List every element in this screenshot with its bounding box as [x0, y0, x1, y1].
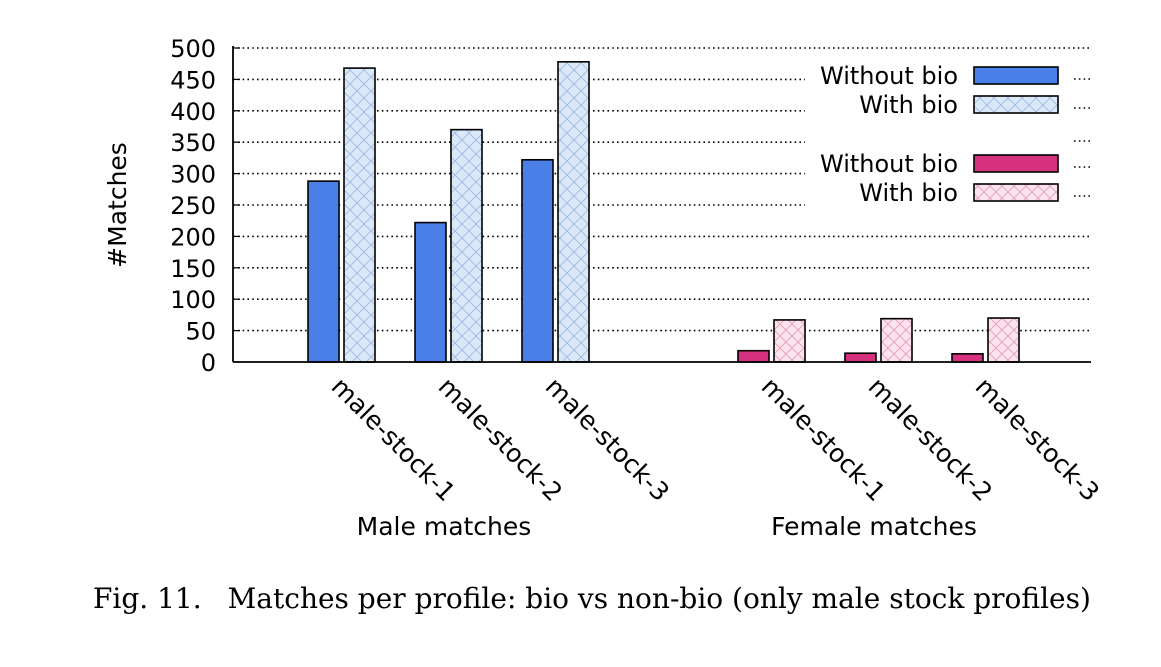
legend-label: Without bio — [820, 62, 958, 90]
bar-without-bio — [521, 158, 554, 363]
bar-with-bio — [343, 67, 376, 363]
y-tick-label: 250 — [170, 192, 216, 220]
bar-with-bio — [773, 319, 806, 363]
legend-label: With bio — [859, 91, 958, 119]
y-tick-label: 200 — [170, 223, 216, 251]
group-labels: Male matches Female matches — [357, 512, 977, 541]
y-axis-ticks: 0 50 100 150 200 250 300 350 400 450 500 — [170, 35, 240, 377]
bars — [307, 61, 1020, 363]
legend-label: With bio — [859, 179, 958, 207]
axes — [232, 46, 1091, 363]
figure-caption: Fig. 11. Matches per profile: bio vs non-… — [93, 582, 1133, 615]
legend-swatch — [973, 66, 1059, 85]
y-tick-label: 150 — [170, 255, 216, 283]
legend-swatch — [973, 183, 1059, 202]
bar-with-bio — [987, 317, 1020, 363]
y-tick-label: 350 — [170, 129, 216, 157]
bar-without-bio — [414, 221, 447, 363]
legend-label: Without bio — [820, 150, 958, 178]
bar-chart: 0 50 100 150 200 250 300 350 400 450 500 male-stoc… — [103, 35, 1105, 541]
bar-without-bio — [844, 352, 877, 363]
bar-with-bio — [557, 61, 590, 363]
group-label: Female matches — [771, 512, 977, 541]
y-tick-label: 0 — [201, 349, 216, 377]
y-tick-label: 400 — [170, 98, 216, 126]
bar-without-bio — [307, 180, 340, 363]
bar-with-bio — [450, 128, 483, 363]
legend-swatch — [973, 154, 1059, 173]
caption-text: Matches per profile: bio vs non-bio (onl… — [227, 582, 1091, 615]
bar-without-bio — [737, 349, 770, 363]
y-axis-label: #Matches — [103, 142, 132, 268]
group-label: Male matches — [357, 512, 532, 541]
caption-label: Fig. 11. — [93, 582, 202, 615]
y-tick-label: 50 — [185, 318, 216, 346]
bar-without-bio — [951, 353, 984, 363]
y-tick-label: 500 — [170, 35, 216, 63]
bar-with-bio — [880, 317, 913, 363]
y-tick-label: 100 — [170, 286, 216, 314]
legend-swatch — [973, 95, 1059, 114]
y-tick-label: 450 — [170, 66, 216, 94]
y-tick-label: 300 — [170, 161, 216, 189]
